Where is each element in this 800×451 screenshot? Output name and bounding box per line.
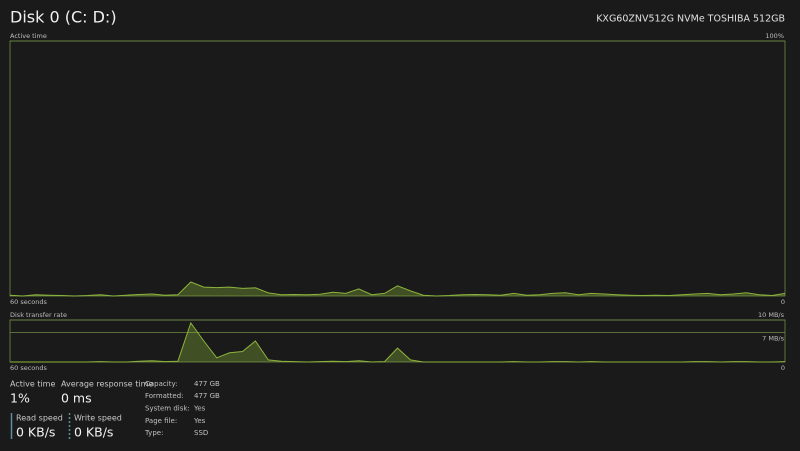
- property-value: Yes: [193, 405, 206, 413]
- x-tick-label: 60 seconds: [10, 364, 48, 372]
- stat-label: Write speed: [74, 414, 122, 423]
- stat-value: 1%: [10, 391, 30, 406]
- stat-label: Average response time: [61, 380, 153, 389]
- plot-frame: [9, 319, 786, 363]
- area-line: [10, 321, 786, 363]
- stat-value: 0 KB/s: [16, 425, 55, 440]
- property-value: 477 GB: [194, 392, 220, 400]
- property-label: Capacity:: [145, 380, 177, 388]
- area-fill: [10, 322, 785, 362]
- area-fill: [10, 282, 785, 296]
- x-tick-label: 0: [781, 298, 785, 306]
- stat-value: 0 KB/s: [74, 425, 113, 440]
- y-tick-label: 10 MB/s: [758, 311, 785, 319]
- plot-frame: [9, 40, 786, 297]
- stat-label: Read speed: [16, 414, 63, 423]
- area-line: [9, 281, 786, 297]
- chart-title: Active time: [10, 32, 47, 40]
- y-tick-label: 100%: [765, 32, 784, 40]
- chart-title: Disk transfer rate: [10, 311, 67, 319]
- property-label: Formatted:: [145, 392, 184, 400]
- property-value: Yes: [193, 417, 206, 425]
- y-tick-label: 7 MB/s: [762, 335, 784, 343]
- stat-value: 0 ms: [61, 391, 92, 406]
- property-label: System disk:: [145, 405, 190, 413]
- stat-label: Active time: [10, 380, 55, 389]
- property-label: Type:: [144, 429, 163, 437]
- x-tick-label: 60 seconds: [10, 298, 48, 306]
- property-label: Page file:: [145, 417, 177, 425]
- x-tick-label: 0: [781, 364, 785, 372]
- property-value: SSD: [194, 429, 208, 437]
- disk-model: KXG60ZNV512G NVMe TOSHIBA 512GB: [596, 14, 785, 25]
- property-value: 477 GB: [194, 380, 220, 388]
- disk-title: Disk 0 (C: D:): [10, 8, 117, 27]
